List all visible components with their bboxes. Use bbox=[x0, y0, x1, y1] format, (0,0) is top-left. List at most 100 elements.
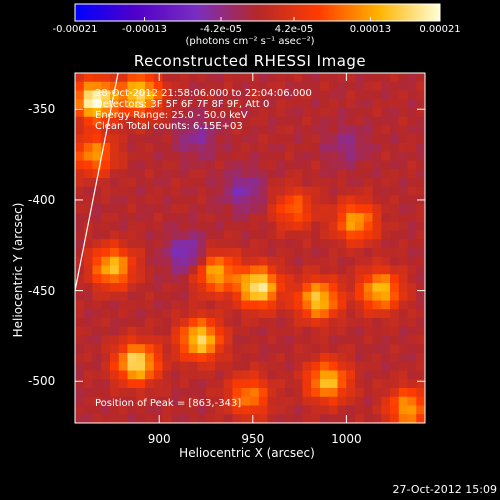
heatmap-cell bbox=[197, 169, 207, 179]
heatmap-cell bbox=[171, 221, 181, 231]
heatmap-cell bbox=[188, 169, 198, 179]
heatmap-cell bbox=[83, 81, 93, 91]
heatmap-cell bbox=[153, 230, 163, 240]
heatmap-cell bbox=[101, 283, 111, 293]
heatmap-cell bbox=[118, 213, 128, 223]
heatmap-cell bbox=[127, 344, 137, 354]
heatmap-cell bbox=[92, 195, 102, 205]
heatmap-cell bbox=[407, 379, 417, 389]
heatmap-cell bbox=[250, 379, 260, 389]
heatmap-cell bbox=[136, 134, 146, 144]
heatmap-cell bbox=[232, 134, 242, 144]
heatmap-cell bbox=[302, 361, 312, 371]
heatmap-cell bbox=[197, 274, 207, 284]
heatmap-cell bbox=[267, 151, 277, 161]
heatmap-cell bbox=[180, 221, 190, 231]
heatmap-cell bbox=[171, 318, 181, 328]
heatmap-cell bbox=[145, 221, 155, 231]
heatmap-cell bbox=[363, 178, 373, 188]
heatmap-cell bbox=[390, 326, 400, 336]
heatmap-cell bbox=[83, 108, 93, 118]
heatmap-cell bbox=[127, 291, 137, 301]
heatmap-cell bbox=[302, 396, 312, 406]
heatmap-cell bbox=[285, 291, 295, 301]
heatmap-cell bbox=[346, 283, 356, 293]
heatmap-cell bbox=[407, 283, 417, 293]
heatmap-cell bbox=[390, 90, 400, 100]
heatmap-cell bbox=[232, 125, 242, 135]
heatmap-cell bbox=[180, 256, 190, 266]
heatmap-cell bbox=[311, 143, 321, 153]
heatmap-cell bbox=[381, 335, 391, 345]
heatmap-cell bbox=[407, 186, 417, 196]
heatmap-cell bbox=[293, 169, 303, 179]
heatmap-cell bbox=[398, 213, 408, 223]
heatmap-cell bbox=[180, 73, 190, 83]
heatmap-cell bbox=[302, 90, 312, 100]
heatmap-cell bbox=[92, 283, 102, 293]
heatmap-cell bbox=[223, 213, 233, 223]
heatmap-cell bbox=[390, 283, 400, 293]
heatmap-cell bbox=[407, 90, 417, 100]
heatmap-cell bbox=[110, 221, 120, 231]
heatmap-cell bbox=[153, 274, 163, 284]
heatmap-cell bbox=[110, 134, 120, 144]
heatmap-cell bbox=[92, 116, 102, 126]
heatmap-cell bbox=[188, 353, 198, 363]
heatmap-cell bbox=[407, 274, 417, 284]
heatmap-cell bbox=[241, 160, 251, 170]
heatmap-cell bbox=[92, 379, 102, 389]
heatmap-cell bbox=[206, 370, 216, 380]
heatmap-cell bbox=[75, 73, 85, 83]
heatmap-cell bbox=[223, 344, 233, 354]
heatmap-cell bbox=[398, 143, 408, 153]
heatmap-cell bbox=[416, 405, 426, 415]
heatmap-cell bbox=[241, 353, 251, 363]
heatmap-cell bbox=[250, 195, 260, 205]
heatmap-cell bbox=[162, 125, 172, 135]
heatmap-cell bbox=[302, 169, 312, 179]
heatmap-cell bbox=[302, 265, 312, 275]
heatmap-cell bbox=[355, 370, 365, 380]
heatmap-cell bbox=[311, 81, 321, 91]
heatmap-cell bbox=[337, 151, 347, 161]
heatmap-cell bbox=[398, 81, 408, 91]
heatmap-cell bbox=[83, 178, 93, 188]
heatmap-cell bbox=[127, 134, 137, 144]
heatmap-cell bbox=[337, 361, 347, 371]
heatmap-cell bbox=[206, 81, 216, 91]
heatmap-cell bbox=[337, 405, 347, 415]
heatmap-cell bbox=[241, 326, 251, 336]
heatmap-cell bbox=[127, 388, 137, 398]
heatmap-cell bbox=[75, 221, 85, 231]
heatmap-cell bbox=[101, 151, 111, 161]
heatmap-cell bbox=[381, 81, 391, 91]
heatmap-cell bbox=[241, 370, 251, 380]
heatmap-cell bbox=[250, 134, 260, 144]
heatmap-cell bbox=[276, 344, 286, 354]
heatmap-cell bbox=[241, 90, 251, 100]
heatmap-cell bbox=[355, 353, 365, 363]
heatmap-cell bbox=[232, 344, 242, 354]
heatmap-cell bbox=[416, 213, 426, 223]
heatmap-cell bbox=[267, 213, 277, 223]
heatmap-cell bbox=[197, 221, 207, 231]
heatmap-cell bbox=[276, 300, 286, 310]
heatmap-cell bbox=[75, 204, 85, 214]
heatmap-cell bbox=[101, 186, 111, 196]
heatmap-cell bbox=[258, 90, 268, 100]
heatmap-cell bbox=[381, 160, 391, 170]
heatmap-cell bbox=[302, 300, 312, 310]
heatmap-cell bbox=[118, 388, 128, 398]
heatmap-cell bbox=[337, 195, 347, 205]
heatmap-cell bbox=[363, 335, 373, 345]
heatmap-cell bbox=[372, 414, 382, 424]
heatmap-cell bbox=[320, 151, 330, 161]
heatmap-cell bbox=[302, 143, 312, 153]
heatmap-cell bbox=[346, 256, 356, 266]
heatmap-cell bbox=[118, 379, 128, 389]
heatmap-cell bbox=[346, 73, 356, 83]
heatmap-cell bbox=[188, 248, 198, 258]
heatmap-cell bbox=[83, 396, 93, 406]
heatmap-cell bbox=[118, 396, 128, 406]
